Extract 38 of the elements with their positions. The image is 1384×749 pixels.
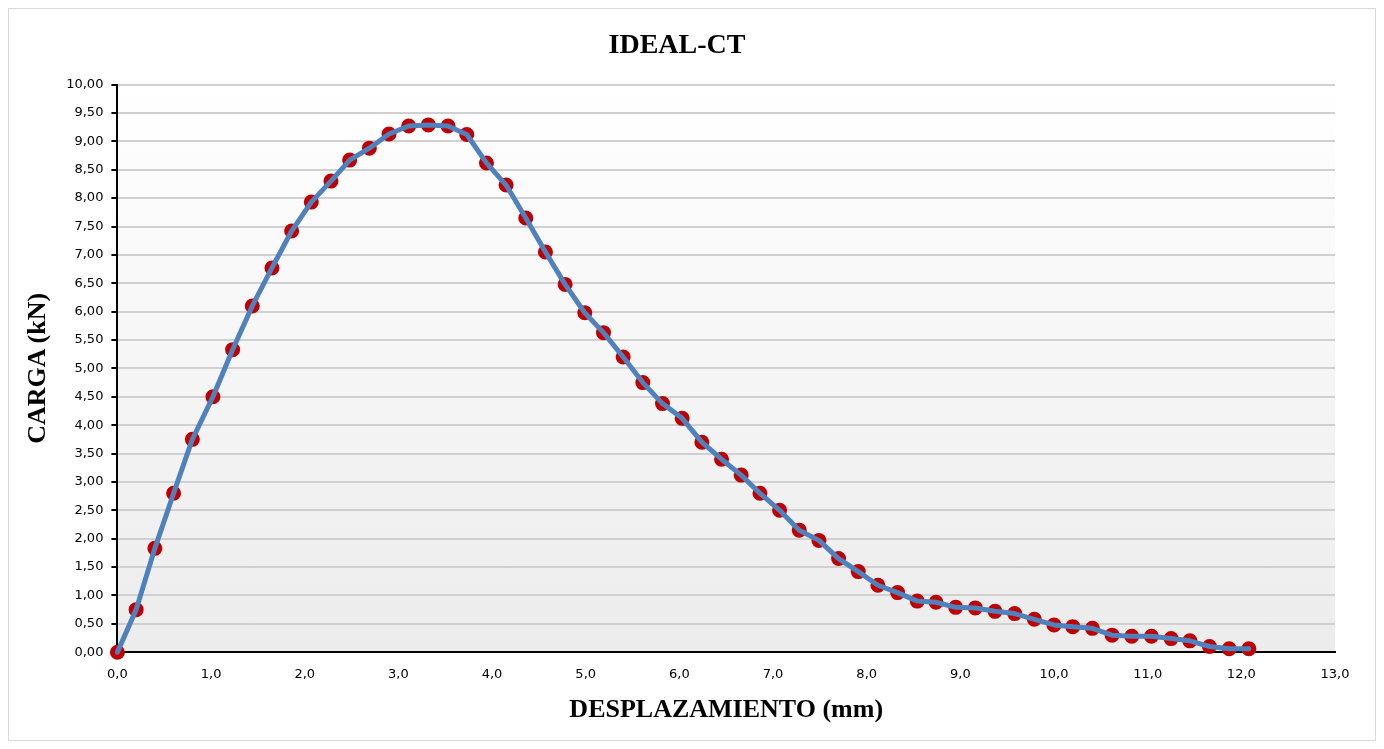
y-tick-label: 5,50: [74, 331, 104, 347]
y-tick-label: 9,50: [74, 104, 104, 120]
x-tick-label: 2,0: [294, 666, 316, 682]
y-tick-label: 5,00: [74, 359, 104, 375]
x-tick-label: 13,0: [1320, 666, 1350, 682]
y-tick-label: 9,00: [74, 132, 104, 148]
x-tick-label: 10,0: [1039, 666, 1069, 682]
x-tick-label: 0,0: [107, 666, 128, 682]
y-tick-label: 10,00: [66, 75, 104, 91]
x-tick-label: 3,0: [388, 666, 409, 682]
x-axis-title: DESPLAZAMIENTO (mm): [569, 694, 884, 724]
chart-title: IDEAL-CT: [608, 28, 746, 60]
y-tick-label: 0,50: [74, 615, 104, 631]
y-tick-label: 1,00: [74, 586, 104, 602]
x-tick-label: 8,0: [856, 666, 878, 682]
x-tick-label: 1,0: [200, 666, 222, 682]
y-tick-label: 7,00: [74, 246, 104, 262]
x-tick-label: 6,0: [669, 666, 690, 682]
y-tick-label: 2,00: [74, 530, 104, 546]
y-tick-label: 4,00: [74, 416, 104, 432]
y-tick-label: 1,50: [74, 558, 104, 574]
y-tick-label: 8,00: [74, 189, 104, 205]
y-tick-label: 2,50: [74, 501, 104, 517]
x-tick-label: 5,0: [575, 666, 597, 682]
y-tick-label: 3,50: [74, 444, 104, 460]
y-tick-label: 7,50: [74, 217, 104, 233]
y-tick-label: 4,50: [74, 388, 104, 404]
y-tick-label: 6,50: [74, 274, 104, 290]
y-axis-title: CARGA (kN): [22, 292, 52, 444]
x-tick-label: 4,0: [481, 666, 503, 682]
x-tick-label: 12,0: [1226, 666, 1256, 682]
x-tick-label: 7,0: [762, 666, 784, 682]
y-tick-label: 0,00: [74, 643, 104, 659]
y-tick-label: 6,00: [74, 303, 104, 319]
y-tick-label: 3,00: [74, 473, 104, 489]
x-tick-label: 11,0: [1133, 666, 1163, 682]
x-tick-label: 9,0: [950, 666, 971, 682]
y-tick-label: 8,50: [74, 161, 104, 177]
